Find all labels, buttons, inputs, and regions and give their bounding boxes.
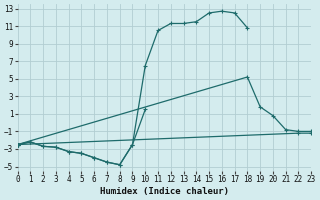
X-axis label: Humidex (Indice chaleur): Humidex (Indice chaleur) [100, 187, 229, 196]
